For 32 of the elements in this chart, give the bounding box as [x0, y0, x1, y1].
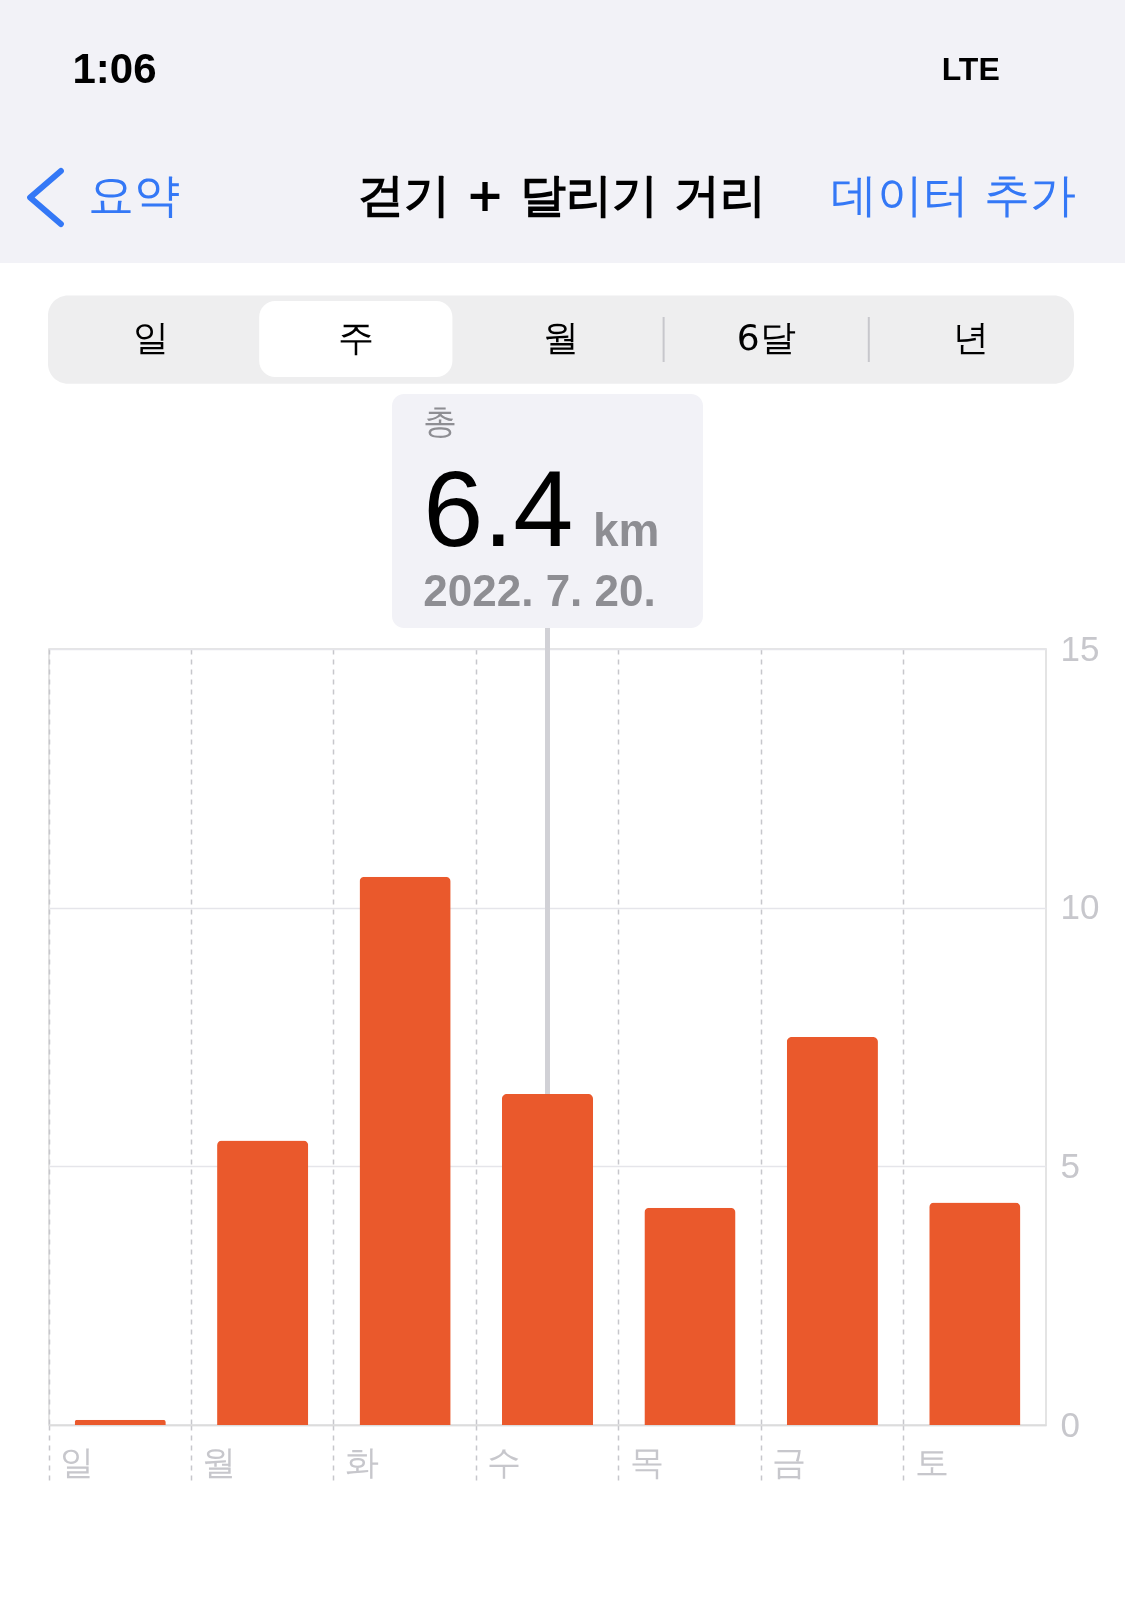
- text: 6.4: [423, 447, 574, 569]
- y-tick-label: 15: [1060, 628, 1100, 668]
- text: 월: [543, 316, 579, 358]
- bar: [501, 1093, 594, 1425]
- bar: [929, 1202, 1021, 1425]
- y-tick-label: 10: [1060, 887, 1100, 927]
- bar: [217, 1140, 309, 1425]
- text: 일: [132, 316, 169, 358]
- x-tick-label: 목: [629, 1441, 664, 1482]
- bar: [74, 1419, 166, 1425]
- text: km: [593, 503, 660, 556]
- bar: [786, 1037, 878, 1425]
- text: 년: [953, 316, 990, 358]
- text: 2022. 7. 20.: [423, 566, 656, 615]
- text: LTE: [941, 51, 1000, 87]
- text: 데이터 추가: [831, 168, 1076, 222]
- text: 요약: [87, 168, 180, 222]
- x-tick-label: 수: [487, 1441, 522, 1482]
- text: 주: [337, 316, 374, 358]
- bar: [644, 1207, 736, 1425]
- x-tick-label: 금: [772, 1441, 807, 1482]
- text: 6달: [736, 316, 796, 358]
- bar: [359, 876, 451, 1425]
- x-tick-label: 일: [60, 1441, 94, 1482]
- y-tick-label: 0: [1060, 1404, 1080, 1444]
- text: 1:06: [72, 45, 157, 92]
- x-tick-label: 토: [914, 1441, 949, 1482]
- x-tick-label: 월: [202, 1441, 237, 1482]
- x-tick-label: 화: [344, 1441, 379, 1482]
- chart-title: 걷기 + 달리기 거리: [357, 168, 767, 222]
- y-tick-label: 5: [1060, 1145, 1080, 1185]
- text: 총: [422, 401, 457, 441]
